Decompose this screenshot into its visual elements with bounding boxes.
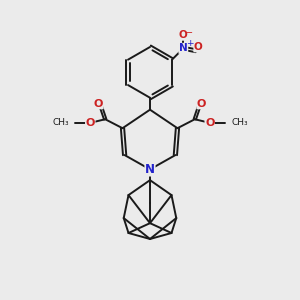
Text: +: +: [186, 39, 194, 48]
Text: O: O: [197, 99, 206, 109]
Text: O: O: [179, 30, 188, 40]
Text: O: O: [194, 42, 203, 52]
Text: O: O: [85, 118, 95, 128]
Text: N: N: [179, 43, 188, 53]
Text: CH₃: CH₃: [52, 118, 69, 127]
Text: O: O: [94, 99, 103, 109]
Text: O: O: [205, 118, 214, 128]
Text: CH₃: CH₃: [231, 118, 248, 127]
Text: N: N: [145, 163, 155, 176]
Text: −: −: [185, 28, 194, 38]
